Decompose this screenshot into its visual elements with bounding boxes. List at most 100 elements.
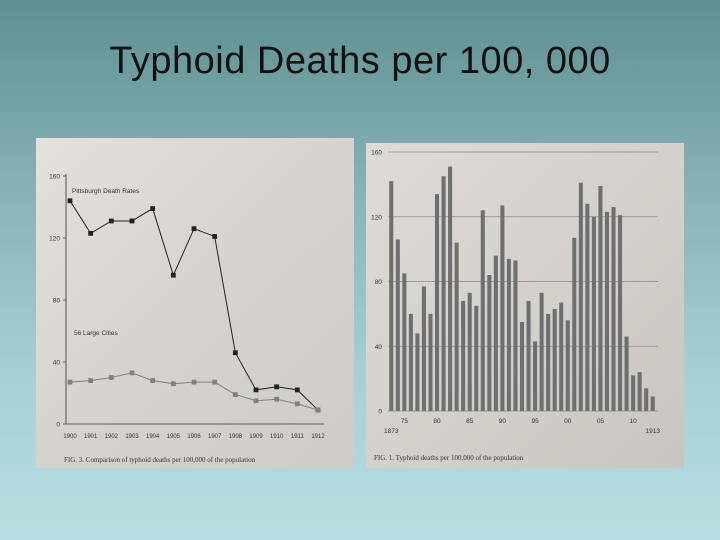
series-point xyxy=(88,378,94,383)
y-tick-label: 0 xyxy=(56,422,60,429)
y-tick-label: 80 xyxy=(53,298,61,305)
x-tick-label: 80 xyxy=(433,418,441,425)
bar xyxy=(611,207,616,411)
series-line xyxy=(69,200,319,411)
line-chart-caption: FIG. 3. Comparison of typhoid deaths per… xyxy=(64,456,256,464)
x-tick-label: 1905 xyxy=(167,434,181,440)
series-point xyxy=(67,379,73,385)
bar xyxy=(506,258,511,411)
series-point xyxy=(212,379,218,385)
x-tick-label: 90 xyxy=(499,418,507,425)
series-point xyxy=(253,398,259,404)
x-tick-label: 1913 xyxy=(645,428,660,435)
bar xyxy=(448,166,453,411)
line-chart: 0 40 80 120 160 1900 1901 1902 1903 1904 1905 1906 1… xyxy=(49,174,325,441)
bar xyxy=(454,242,459,411)
x-tick-label: 1911 xyxy=(291,434,305,440)
bar xyxy=(434,194,440,411)
x-tick-label: 1904 xyxy=(146,434,160,440)
bar-chart-photo: 0 40 80 120 160 1873 75 80 85 90 95 00 05 10 1913 FIG.… xyxy=(366,143,684,468)
series-point xyxy=(150,378,156,383)
bar xyxy=(546,313,551,411)
bar xyxy=(395,239,400,411)
bar xyxy=(389,181,394,411)
series-point xyxy=(294,387,300,393)
bar xyxy=(552,309,557,411)
x-tick-label: 1903 xyxy=(125,434,139,440)
series-point xyxy=(67,198,73,204)
x-tick-label: 1873 xyxy=(384,428,399,435)
x-tick-label: 1909 xyxy=(249,434,263,440)
bar xyxy=(598,185,603,411)
x-tick-label: 1902 xyxy=(105,434,119,440)
bar xyxy=(591,216,596,411)
bar xyxy=(415,333,420,411)
series-point xyxy=(108,218,114,224)
bar xyxy=(585,203,590,411)
x-tick-label: 05 xyxy=(597,418,605,425)
series-label: 56 Large Cities xyxy=(74,330,118,337)
series-point xyxy=(274,384,280,390)
series-point xyxy=(129,370,135,376)
bar xyxy=(539,292,544,411)
bar xyxy=(467,292,472,411)
y-tick-label: 160 xyxy=(49,174,60,181)
series-point xyxy=(170,272,176,278)
series-point xyxy=(232,350,238,356)
y-tick-label: 80 xyxy=(375,279,383,286)
bar xyxy=(631,375,636,411)
bar xyxy=(637,372,642,411)
x-tick-label: 1901 xyxy=(84,434,98,440)
slide-title: Typhoid Deaths per 100, 000 xyxy=(109,40,611,82)
line-chart-photo: 0 40 80 120 160 1900 1901 1902 1903 1904 1905 1906 1… xyxy=(36,138,354,468)
bar xyxy=(519,321,525,411)
series-point xyxy=(232,392,238,397)
bar xyxy=(565,320,570,411)
bar xyxy=(644,388,649,411)
x-tick-label: 1908 xyxy=(229,434,243,440)
bar xyxy=(402,273,407,411)
bar xyxy=(624,336,629,411)
bar xyxy=(408,313,413,411)
series-label: Pittsburgh Death Rates xyxy=(72,188,140,195)
series-point xyxy=(191,379,197,385)
y-tick-label: 40 xyxy=(375,344,383,351)
x-tick-label: 1910 xyxy=(270,434,284,440)
y-tick-label: 0 xyxy=(378,409,382,416)
x-tick-label: 1912 xyxy=(311,434,325,440)
bar xyxy=(480,210,485,411)
y-tick-label: 120 xyxy=(49,236,60,243)
bar xyxy=(421,286,426,411)
bar xyxy=(559,302,564,411)
series-point xyxy=(170,381,176,387)
x-tick-label: 10 xyxy=(630,418,638,425)
x-tick-label: 75 xyxy=(401,418,409,425)
bar xyxy=(493,255,498,411)
bar xyxy=(500,205,505,411)
series-point xyxy=(129,218,135,224)
y-tick-label: 120 xyxy=(371,214,382,221)
x-tick-label: 1907 xyxy=(208,434,222,440)
bar xyxy=(487,275,492,411)
bar xyxy=(513,260,518,411)
bar xyxy=(461,300,466,411)
x-tick-label: 95 xyxy=(531,418,539,425)
y-tick-label: 40 xyxy=(53,360,61,367)
bar xyxy=(533,341,538,411)
bar xyxy=(650,396,655,411)
series-point xyxy=(88,230,94,236)
x-tick-label: 00 xyxy=(564,418,572,425)
bar xyxy=(604,211,610,411)
series-point xyxy=(212,234,218,239)
series-point xyxy=(274,396,280,402)
x-tick-label: 1906 xyxy=(187,434,201,440)
series-point xyxy=(253,387,259,393)
series-point xyxy=(108,375,114,380)
bar xyxy=(441,176,446,411)
bar xyxy=(578,182,583,411)
series-point xyxy=(191,226,197,232)
series-line xyxy=(69,372,319,411)
series-point xyxy=(150,206,156,211)
x-tick-label: 1900 xyxy=(63,434,77,440)
